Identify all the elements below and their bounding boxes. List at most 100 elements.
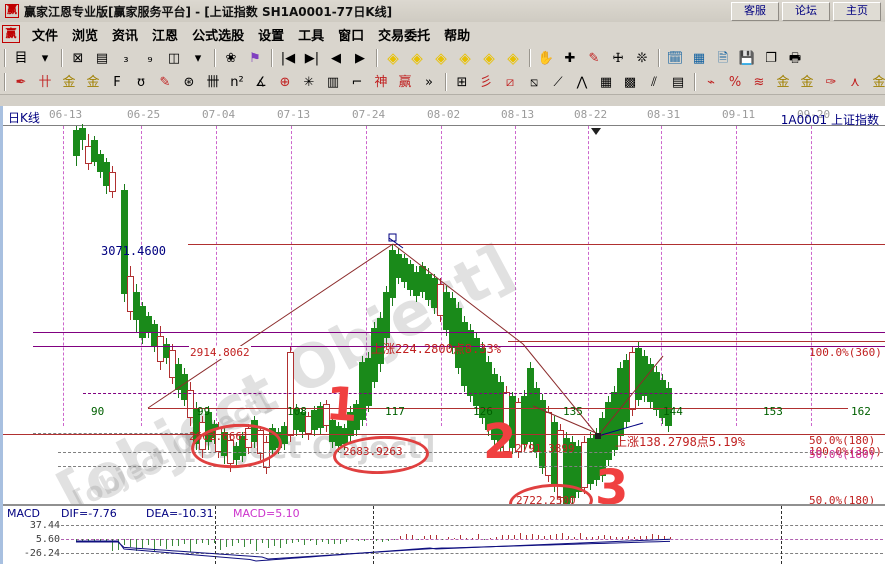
trend-up-icon[interactable]: ⟋	[553, 74, 563, 90]
menu-news[interactable]: 资讯	[112, 28, 139, 44]
prev-icon[interactable]: ◀	[331, 50, 341, 66]
pen-icon[interactable]: ✎	[588, 50, 600, 66]
calendar-21-icon[interactable]: 🗓	[666, 50, 684, 66]
chart-area[interactable]: 日K线 1A0001 上证指数 06-13 06-25 07-04 07-13 07-2…	[0, 106, 885, 564]
forum-button[interactable]: 论坛	[782, 2, 830, 21]
diamond-cross-icon[interactable]: ◈	[507, 48, 519, 67]
grid2-icon[interactable]: ▩	[623, 74, 637, 90]
last-icon[interactable]: ▶|	[304, 50, 320, 66]
gold-line2-icon[interactable]: 金	[86, 74, 100, 90]
macd-histogram-bar	[592, 536, 593, 539]
menu-browse[interactable]: 浏览	[72, 28, 99, 44]
print-icon[interactable]: 🖶	[788, 50, 802, 66]
customer-service-button[interactable]: 客服	[731, 2, 779, 21]
grid1-icon[interactable]: ▦	[599, 74, 613, 90]
box-diag-icon[interactable]: ⧅	[529, 74, 539, 90]
first-icon[interactable]: |◀	[280, 50, 296, 66]
macd-histogram-bar	[598, 536, 599, 539]
diamond-right-icon[interactable]: ◈	[411, 48, 423, 67]
candle-body	[299, 412, 306, 432]
title-bar-buttons: 客服 论坛 主页	[731, 2, 881, 21]
diamond-star-icon[interactable]: ◈	[483, 48, 495, 67]
percent-line-icon[interactable]: ≋	[753, 74, 765, 90]
tree-icon[interactable]: 🜊	[612, 50, 624, 66]
hand-icon[interactable]: ✋	[537, 50, 555, 66]
ladder-icon[interactable]: ▤	[671, 74, 685, 90]
diamond-zoom-icon[interactable]: ◈	[459, 48, 471, 67]
menu-file[interactable]: 文件	[32, 28, 59, 44]
cross-fan-icon[interactable]: ⋏	[850, 74, 860, 90]
zigzag-icon[interactable]: ⋀	[576, 74, 588, 90]
paint-icon[interactable]: ✑	[825, 74, 837, 90]
flag-icon[interactable]: ⚑	[249, 50, 261, 66]
macd-histogram-bar	[460, 534, 461, 539]
fib-100-top-label: 100.0%(360)	[809, 346, 882, 359]
level-2662-label: 2662.6661	[189, 430, 249, 443]
menu-formula-stock[interactable]: 公式选股	[192, 28, 245, 44]
percent-icon[interactable]: %	[728, 74, 742, 90]
gold-bar-icon[interactable]: 金	[800, 74, 814, 90]
menu-settings[interactable]: 设置	[258, 28, 285, 44]
gann-icon[interactable]: ❀	[225, 50, 237, 66]
ying-icon[interactable]: 赢	[398, 74, 412, 90]
macd-histogram-bar	[94, 539, 95, 541]
menu-trade[interactable]: 交易委托	[378, 28, 431, 44]
box-grid-icon[interactable]: ▥	[326, 74, 340, 90]
gold-under-icon[interactable]: 金	[872, 74, 885, 90]
dropdown-arrow2-icon[interactable]: ▾	[194, 50, 202, 66]
menu-window[interactable]: 窗口	[338, 28, 365, 44]
grid-table-icon[interactable]: ▦	[692, 50, 706, 66]
percent-fan-icon[interactable]: ⌁	[707, 74, 715, 90]
square-icon[interactable]: ⊞	[456, 74, 468, 90]
shen-icon[interactable]: 神	[374, 74, 388, 90]
brush-icon[interactable]: ✎	[159, 74, 171, 90]
parallel-icon[interactable]: ⫽	[651, 74, 657, 90]
bars-3-icon[interactable]: ₃	[123, 50, 129, 66]
grid-vline	[588, 126, 589, 426]
menu-help[interactable]: 帮助	[444, 28, 471, 44]
document-icon[interactable]: 🗎	[717, 50, 729, 66]
fan-red-icon[interactable]: 彡	[479, 74, 493, 90]
toolbar-separator	[694, 73, 695, 91]
macd-histogram-bar	[502, 535, 503, 539]
macd-histogram-bar	[532, 534, 533, 539]
menu-tools[interactable]: 工具	[298, 28, 325, 44]
level-line-2683	[33, 346, 885, 347]
calendar-day-icon[interactable]: 目	[14, 50, 28, 66]
gold-circle-icon[interactable]: 金	[776, 74, 790, 90]
candle-body	[485, 362, 492, 430]
report-icon[interactable]: ▤	[95, 50, 109, 66]
copy-icon[interactable]: ❐	[765, 50, 777, 66]
crosshair-icon[interactable]: ✚	[564, 50, 576, 66]
step-icon[interactable]: ⌐	[351, 74, 363, 90]
date-tick: 07-04	[202, 108, 236, 121]
diamond-both-icon[interactable]: ◈	[435, 48, 447, 67]
column-icon[interactable]: ◫	[167, 50, 181, 66]
diamond-left-icon[interactable]: ◈	[387, 48, 399, 67]
gold-line1-icon[interactable]: 金	[62, 74, 76, 90]
star-burst-icon[interactable]: ✳	[303, 74, 315, 90]
macd-panel[interactable]: MACD DIF=-7.76 DEA=-10.31 MACD=5.10 37.4…	[3, 504, 885, 564]
f-line-icon[interactable]: F	[113, 74, 121, 90]
circle-grid-icon[interactable]: ⊛	[183, 74, 195, 90]
box-fan-icon[interactable]: ⧄	[505, 74, 515, 90]
macd-histogram-bar	[298, 539, 299, 542]
next-icon[interactable]: ▶	[355, 50, 365, 66]
target-icon[interactable]: ⊕	[279, 74, 291, 90]
macd-histogram-bar	[364, 539, 365, 541]
pencil-draw-icon[interactable]: ✒	[15, 74, 27, 90]
macd-histogram-bar	[124, 539, 125, 545]
n2-icon[interactable]: n²	[230, 74, 244, 90]
menu-gann[interactable]: 江恩	[152, 28, 179, 44]
bars-9-icon[interactable]: ₉	[147, 50, 153, 66]
wave-icon[interactable]: ʊ	[136, 74, 146, 90]
brain-icon[interactable]: ❊	[636, 50, 648, 66]
dropdown-arrow-icon[interactable]: ▾	[41, 50, 49, 66]
network-icon[interactable]: ⊠	[72, 50, 84, 66]
gann-fan-icon[interactable]: 卄	[38, 74, 52, 90]
more-icon[interactable]: »	[425, 74, 433, 90]
angle-icon[interactable]: ∡	[255, 74, 267, 90]
homepage-button[interactable]: 主页	[833, 2, 881, 21]
save-icon[interactable]: 💾	[738, 50, 756, 66]
grid-lines-icon[interactable]: 卌	[206, 74, 220, 90]
